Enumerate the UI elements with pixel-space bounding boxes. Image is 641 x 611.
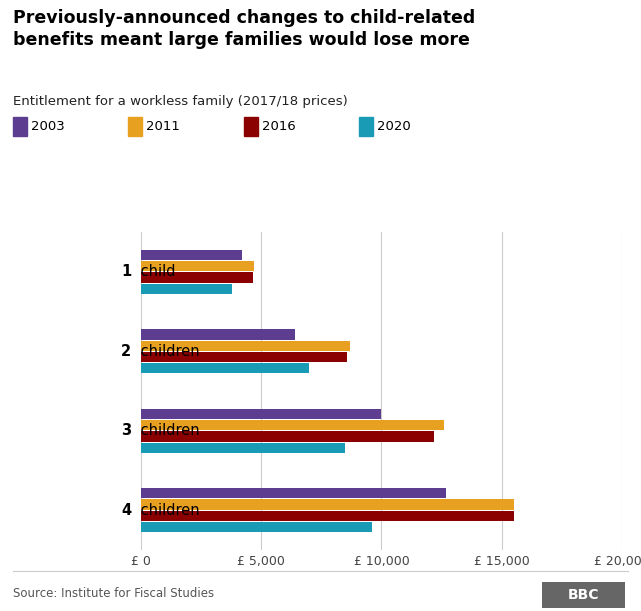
Text: 2011: 2011 <box>146 120 180 133</box>
Bar <box>141 420 444 430</box>
Text: 2003: 2003 <box>31 120 65 133</box>
Bar <box>141 261 254 271</box>
Bar <box>141 273 253 283</box>
Text: Previously-announced changes to child-related
benefits meant large families woul: Previously-announced changes to child-re… <box>13 9 475 49</box>
Bar <box>141 284 233 294</box>
Text: child: child <box>137 265 176 279</box>
Bar <box>141 488 446 499</box>
Text: Source: Institute for Fiscal Studies: Source: Institute for Fiscal Studies <box>13 587 214 600</box>
Text: 4: 4 <box>121 503 131 518</box>
Bar <box>141 250 242 260</box>
Text: children: children <box>137 423 200 438</box>
Bar <box>141 511 513 521</box>
Bar <box>141 340 350 351</box>
Text: 3: 3 <box>121 423 131 438</box>
Text: 2016: 2016 <box>262 120 296 133</box>
Bar <box>141 431 435 442</box>
Bar <box>141 363 310 373</box>
Text: Entitlement for a workless family (2017/18 prices): Entitlement for a workless family (2017/… <box>13 95 347 108</box>
Bar <box>141 499 513 510</box>
Text: 2: 2 <box>121 344 131 359</box>
Bar <box>141 329 295 340</box>
Bar <box>141 352 347 362</box>
Text: 1: 1 <box>121 265 131 279</box>
Bar <box>141 522 372 532</box>
Text: 2020: 2020 <box>377 120 411 133</box>
Text: BBC: BBC <box>567 588 599 602</box>
Bar <box>141 442 345 453</box>
Text: children: children <box>137 503 200 518</box>
Bar <box>141 409 381 419</box>
Text: children: children <box>137 344 200 359</box>
